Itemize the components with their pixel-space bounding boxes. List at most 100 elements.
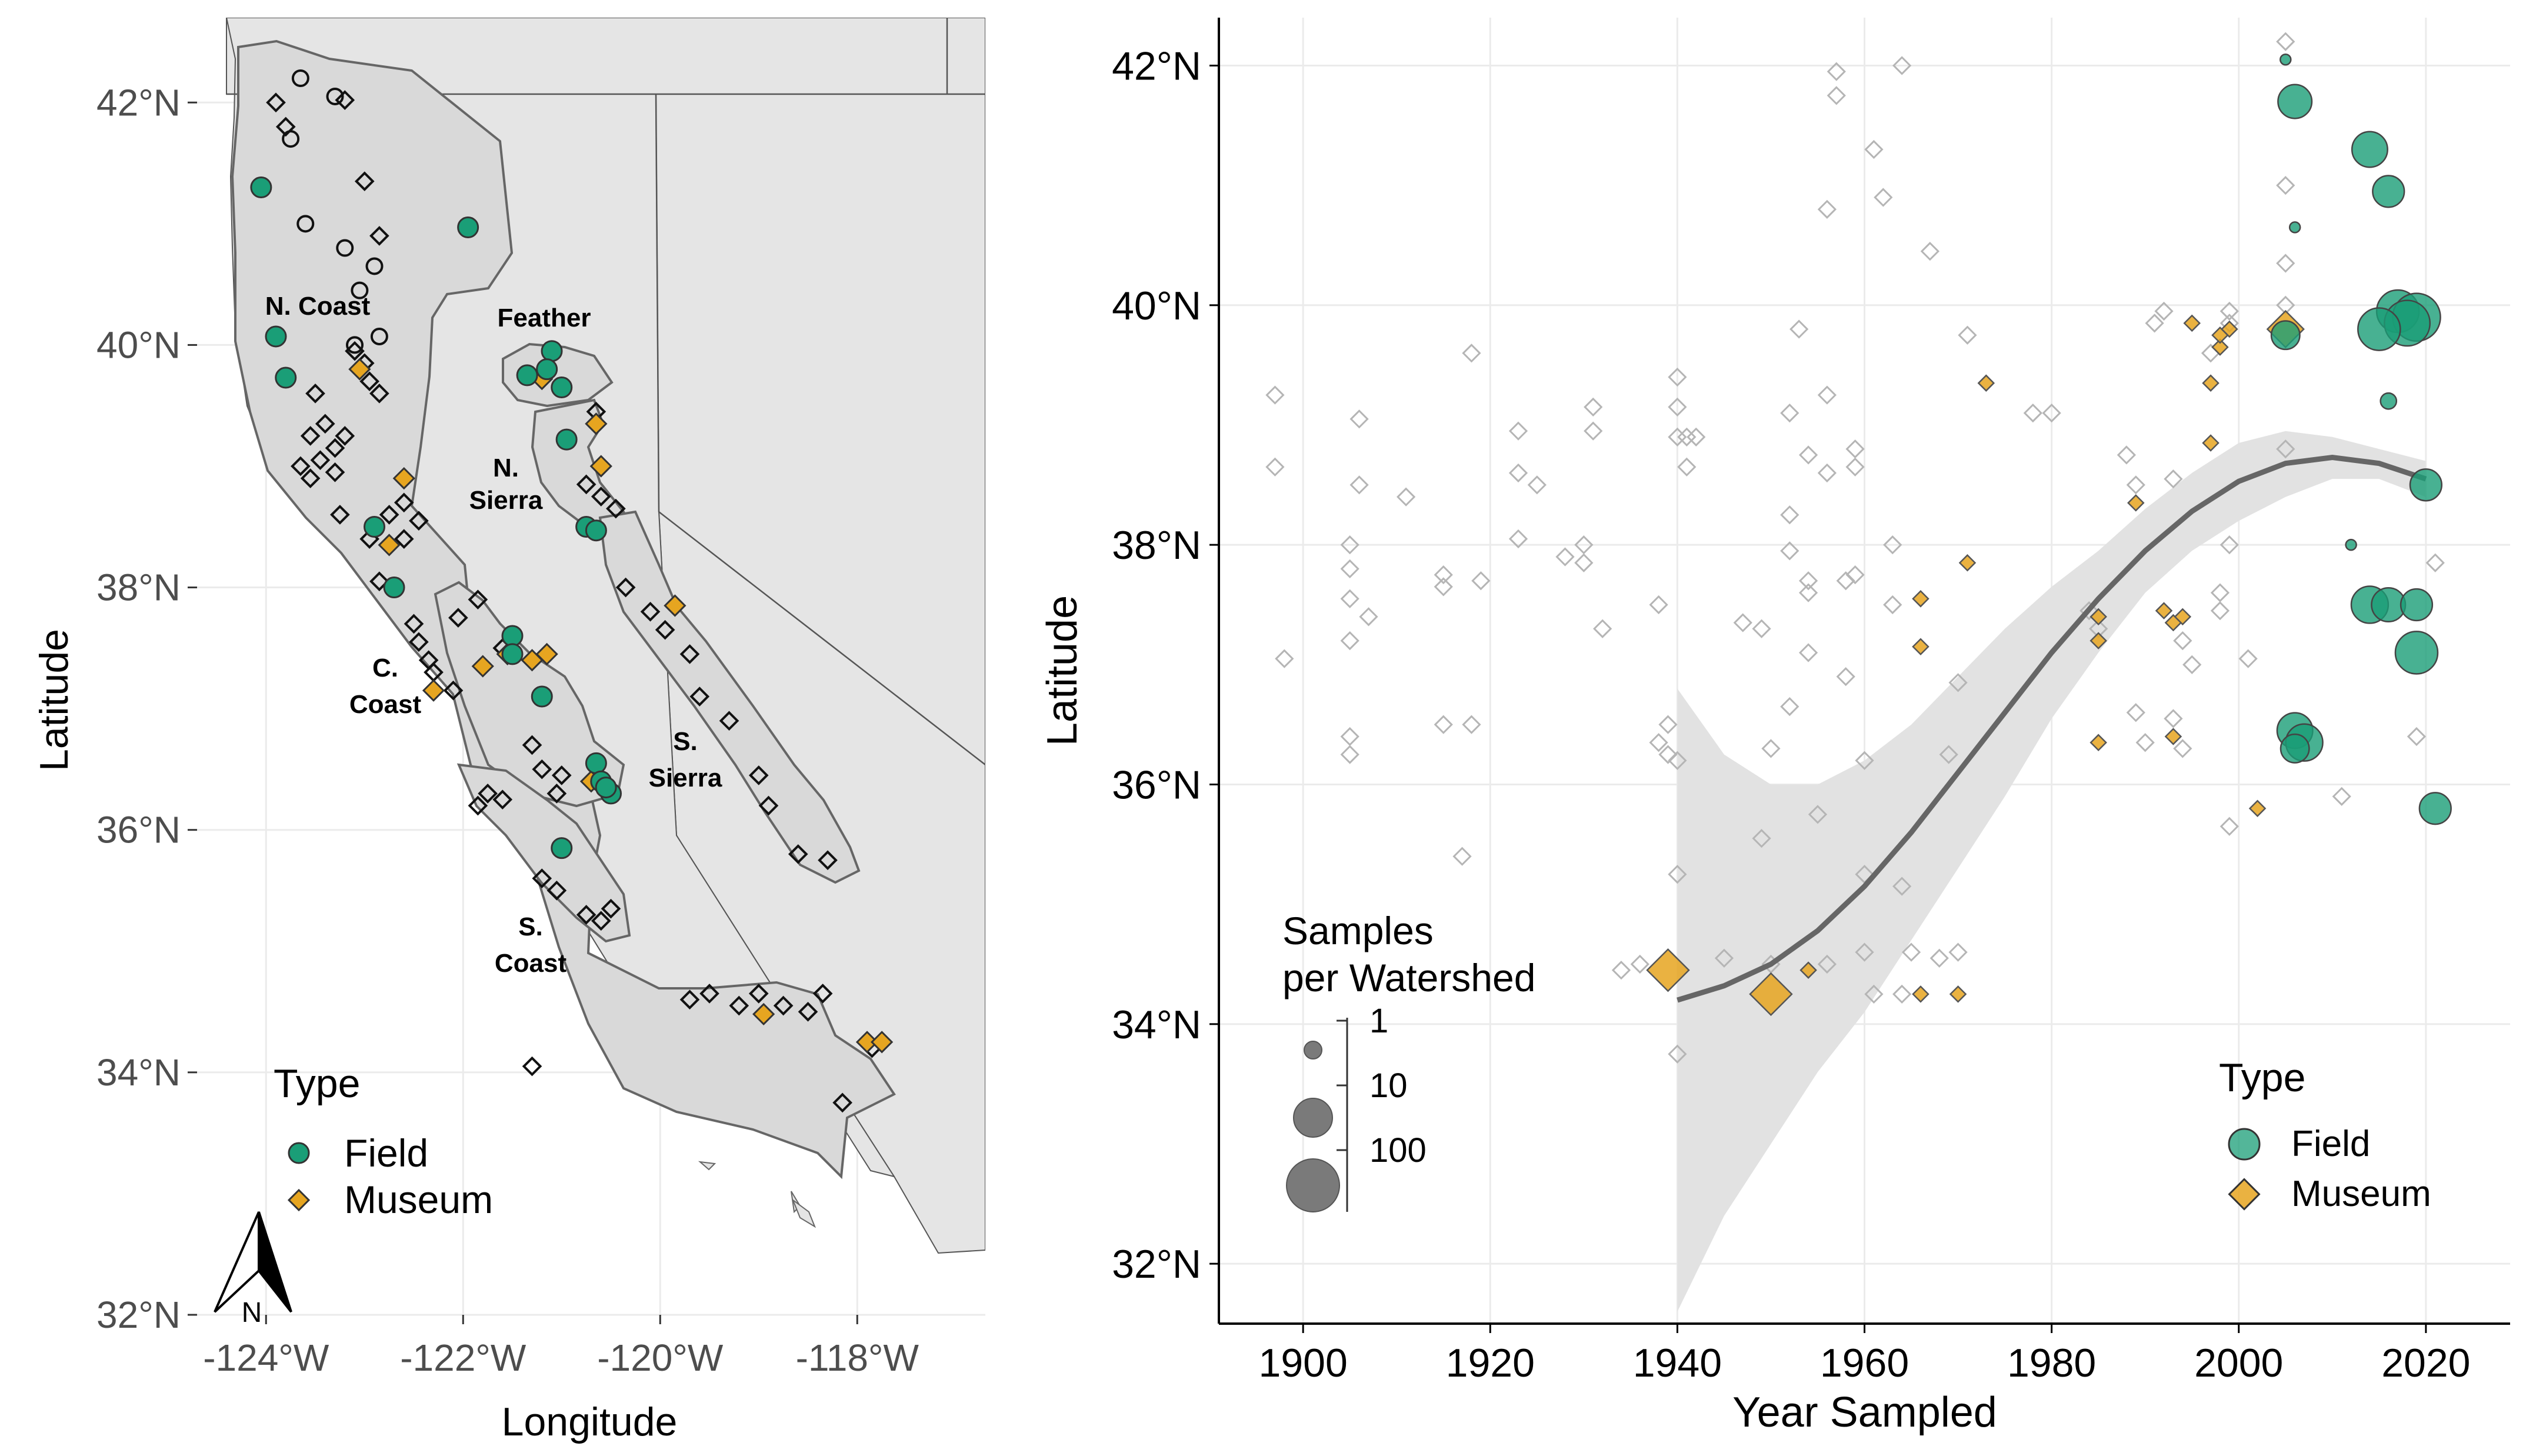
scatter-point-other: [1808, 805, 1828, 824]
map-point-field: [585, 519, 607, 542]
scatter-point-other: [1668, 397, 1687, 417]
size-legend-title-line2: per Watershed: [1282, 956, 1535, 999]
map-y-tick-label: 40°N: [96, 324, 181, 366]
map-point-diamond: [468, 795, 488, 816]
scatter-point-other: [1658, 715, 1678, 734]
region-label-c-coast: C. Coast: [349, 654, 422, 719]
scatter-point-other: [1798, 445, 1818, 465]
scatter-point-other: [1349, 409, 1369, 429]
map-point-field: [541, 340, 563, 362]
scatter-point-other: [2164, 709, 2183, 728]
map-point-diamond: [679, 644, 700, 664]
map-point-diamond: [369, 384, 389, 404]
watershed-c-coast-inner: [434, 581, 625, 808]
scatter-x-tick-label: 1900: [1259, 1341, 1348, 1385]
scatter-point-museum: [2155, 602, 2173, 619]
map-point-diamond: [325, 438, 345, 458]
scatter-point-other: [1434, 577, 1453, 597]
scatter-y-tick-label: 42°N: [1112, 44, 1201, 88]
scatter-point-other: [2238, 649, 2258, 668]
map-point-diamond: [369, 571, 389, 592]
scatter-point-other: [2220, 535, 2239, 555]
scatter-point-other: [1584, 421, 1603, 441]
scatter-point-other: [1396, 487, 1416, 507]
scatter-point-other: [1901, 942, 1921, 962]
scatter-point-other: [1471, 571, 1491, 591]
map-point-field: [516, 364, 538, 387]
map-point-field: [551, 377, 573, 399]
map-y-tick-label: 38°N: [96, 567, 181, 609]
scatter-point-other: [1340, 535, 1359, 555]
scatter-point-other: [1434, 565, 1453, 585]
scatter-point-other: [1340, 727, 1359, 747]
map-point-circle: [351, 281, 369, 299]
map-point-diamond: [345, 341, 365, 361]
map-point-diamond: [369, 226, 389, 246]
map-panel: N. Coast Feather N. Sierra C. Coast S. Sier…: [32, 18, 985, 1444]
scatter-point-field: [2351, 131, 2388, 168]
map-point-diamond: [699, 984, 719, 1004]
map-point-diamond: [832, 1092, 852, 1113]
scatter-point-field: [2280, 54, 2292, 66]
map-point-diamond: [275, 116, 296, 137]
map-point-circle: [326, 87, 344, 105]
map-point-field: [551, 837, 573, 859]
scatter-x-tick-label: 1960: [1820, 1341, 1909, 1385]
scatter-point-other: [1340, 631, 1359, 651]
map-point-field: [250, 176, 272, 199]
scatter-panel: 1900 1920 1940 1960 1980 2000 2020 32°N 34°N 36°N…: [1039, 18, 2510, 1436]
map-point-diamond: [443, 680, 464, 701]
map-x-tick-label: -124°W: [203, 1337, 329, 1379]
scatter-point-museum: [1646, 948, 1690, 992]
map-point-diamond: [468, 589, 488, 609]
map-point-diamond: [719, 711, 739, 731]
map-point-diamond: [532, 868, 552, 888]
scatter-point-other: [1780, 505, 1799, 525]
map-point-diamond: [615, 577, 636, 598]
scatter-point-museum: [1799, 961, 1817, 979]
scatter-point-other: [2173, 739, 2192, 758]
scatter-point-museum: [2090, 734, 2107, 751]
map-point-diamond: [758, 795, 779, 816]
map-axes: -124°W -122°W -120°W -118°W 32°N 34°N 36°N 38°N…: [96, 81, 919, 1379]
scatter-point-other: [2145, 314, 2164, 333]
scatter-point-other: [1845, 565, 1865, 585]
map-legend-field-label: Field: [344, 1131, 428, 1175]
map-point-field: [555, 428, 578, 451]
map-point-diamond: [576, 474, 596, 495]
smooth-trend-line: [1677, 454, 2427, 1003]
smooth-confidence-ribbon: [1677, 431, 2426, 1312]
scatter-point-field: [2357, 307, 2401, 351]
scatter-point-other: [1827, 86, 1846, 105]
map-legend: Type Field Museum: [274, 1061, 493, 1221]
map-point-field: [585, 752, 607, 774]
scatter-point-other: [2126, 703, 2145, 722]
scatter-legend-museum-label: Museum: [2291, 1174, 2431, 1214]
map-point-diamond: [551, 765, 572, 785]
scatter-point-other: [1508, 421, 1528, 441]
watershed-coast: [231, 39, 896, 1180]
map-point-diamond: [522, 735, 542, 755]
map-point-museum: [589, 455, 612, 478]
map-point-museum: [871, 1031, 894, 1054]
map-point-field: [457, 216, 479, 239]
map-point-diamond: [522, 1056, 542, 1077]
map-point-museum: [471, 655, 494, 678]
map-point-diamond: [532, 759, 552, 779]
map-point-museum: [535, 642, 558, 666]
scatter-point-other: [1611, 961, 1631, 980]
scatter-x-tick-label: 1940: [1633, 1341, 1722, 1385]
map-point-diamond: [266, 92, 286, 113]
scatter-point-other: [2220, 301, 2239, 321]
scatter-point-museum: [1977, 374, 1995, 392]
region-label-s-coast: S. Coast: [495, 912, 567, 978]
scatter-point-field: [2345, 538, 2357, 551]
scatter-y-tick-label: 34°N: [1112, 1002, 1201, 1047]
map-point-field: [364, 516, 385, 538]
map-point-field: [595, 777, 617, 799]
map-point-diamond: [601, 898, 621, 919]
scatter-point-other: [2407, 727, 2427, 747]
scatter-point-other: [2276, 254, 2295, 273]
scatter-point-other: [2023, 403, 2042, 423]
